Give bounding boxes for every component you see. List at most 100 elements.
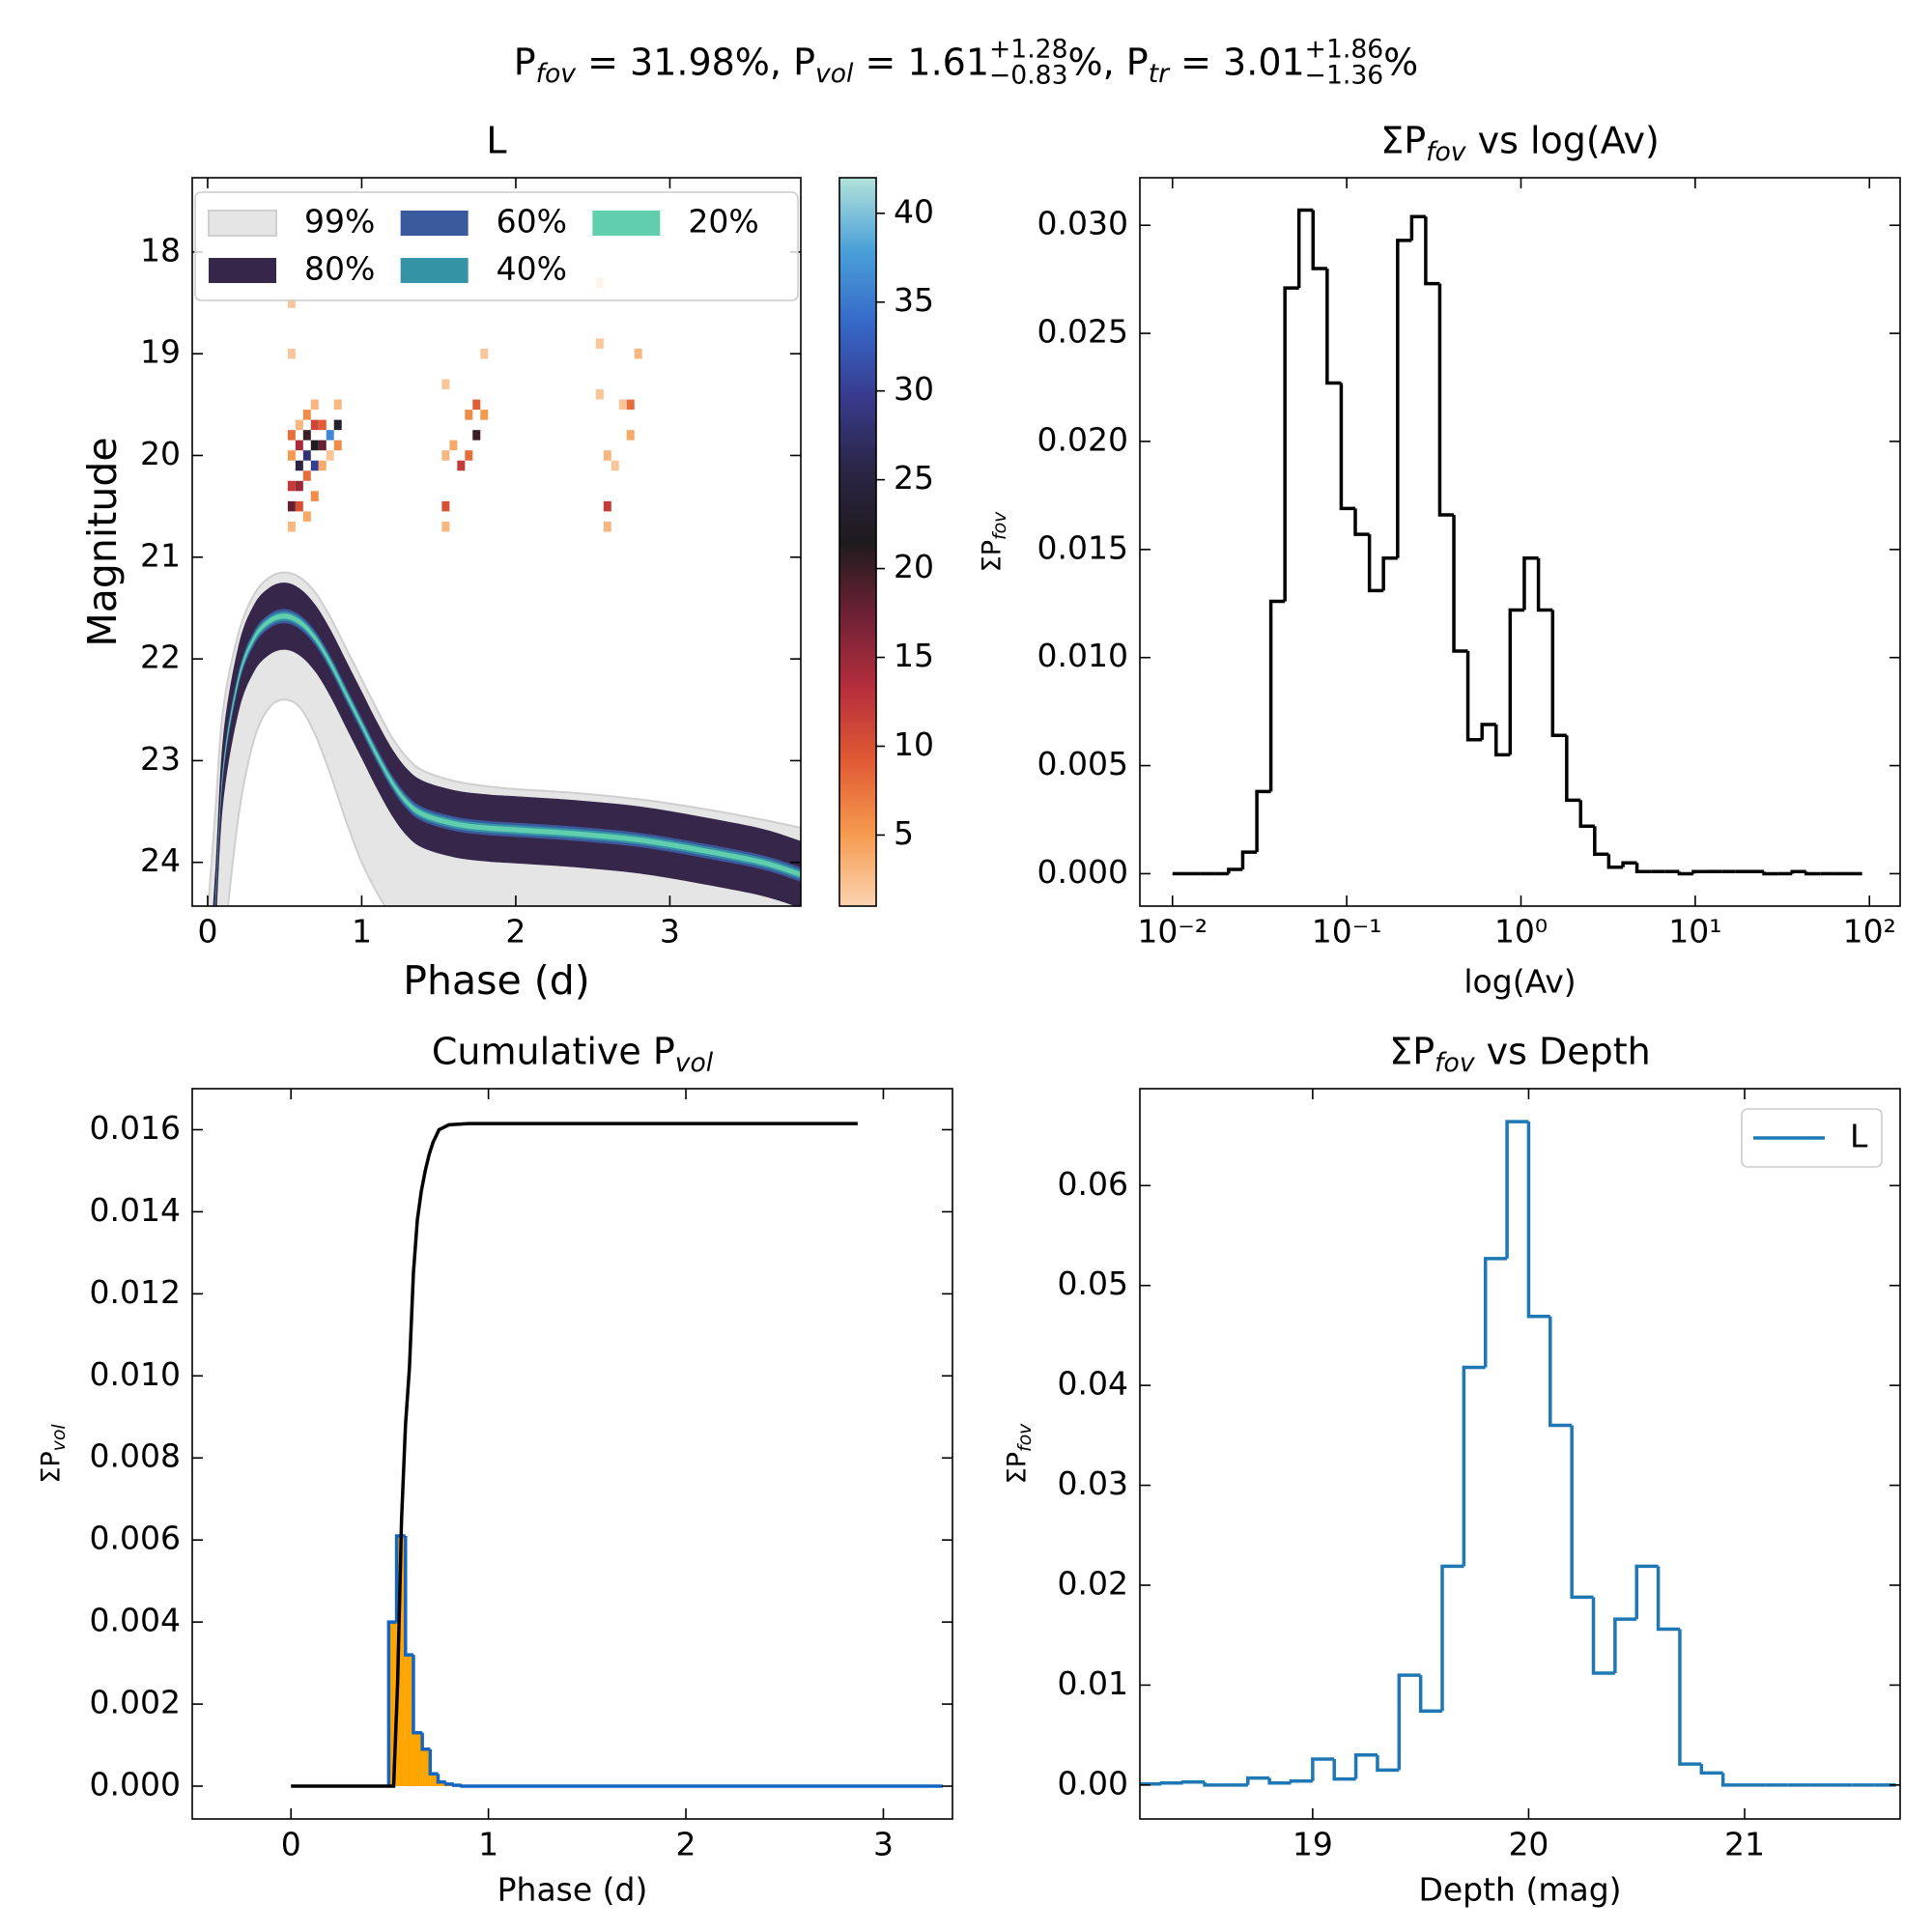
hist-step [386,1620,397,1787]
y-axis-label-sub: fov [1014,1423,1036,1452]
legend-swatch [208,210,277,237]
hist-fill [422,1748,431,1787]
heatmap-cell [618,399,627,411]
y-tick-label: 0.00 [1058,1764,1128,1802]
x-tick-label: 0 [197,913,217,951]
y-axis-label-text: ΣP [1003,1452,1033,1484]
axes-frame [191,177,802,907]
legend-label: 99% [304,203,375,241]
x-axis-label-text: log(Av) [1463,963,1576,1001]
heatmap-cell [287,298,296,308]
heatmap-cell [449,440,458,451]
hist-step [1591,1597,1615,1675]
x-axis-label: Depth (mag) [1418,1871,1621,1909]
y-tick-label: 0.01 [1058,1664,1128,1702]
y-tick-label: 0.012 [90,1273,181,1311]
axes-title-text: L [486,120,506,162]
y-tick-label: 0.014 [90,1191,181,1229]
hist-step [1332,1758,1356,1781]
heatmap-cell [302,430,311,440]
heatmap-cell [457,460,466,471]
hist-step [1325,268,1342,385]
hist-step [1255,789,1271,853]
y-axis-label-sub: fov [989,511,1010,540]
heatmap-cell [634,348,642,359]
y-tick-label: 0.008 [90,1437,181,1475]
hist-step [1634,1564,1659,1620]
y-tick-label: 0.05 [1058,1264,1128,1302]
y-axis-label: Magnitude [79,437,126,646]
figure-title-text: P [514,42,536,84]
heatmap-cell [441,450,450,461]
hist-step [1140,1782,1162,1786]
y-tick-label: 18 [140,231,181,269]
y-tick-label: 0.002 [90,1684,181,1721]
y-axis-label-sub: vol [48,1424,70,1452]
hist-step [1180,1779,1206,1784]
colorbar-tick-label: 20 [894,548,934,585]
hist-step [1353,508,1370,536]
hist-step [1593,826,1609,857]
axes-title-sub: fov [1435,1048,1476,1078]
y-axis-label-text: Magnitude [79,437,126,646]
figure-title-text: = 1.61 [853,42,989,84]
colorbar-tick-label: 15 [894,637,934,674]
hist-step [1440,1564,1464,1712]
heatmap-cell [326,430,334,440]
x-tick-label: 19 [1293,1826,1333,1863]
y-tick-label: 0.025 [1037,313,1128,351]
heatmap-cell [595,389,604,400]
heatmap-cell [287,480,296,492]
figure-title-sub: vol [815,59,854,89]
heatmap-cell [287,450,296,461]
x-axis-label-text: Phase (d) [403,957,589,1004]
hist-step [1790,869,1806,874]
hist-step [1409,214,1426,241]
colorbar-tick-label: 10 [894,725,934,763]
x-tick-label: 10⁻² [1137,913,1208,951]
heatmap-cell [295,480,303,492]
legend-swatch [592,211,661,236]
heatmap-cell [441,521,450,532]
hist-step [1267,1777,1292,1785]
y-tick-label: 0.006 [90,1520,181,1557]
figure-title-text: = 3.01 [1169,42,1305,84]
y-axis-label-text: ΣP [978,540,1008,572]
x-tick-label: 1 [352,913,372,951]
cumulative-line [291,1122,858,1788]
y-tick-label: 23 [140,740,181,778]
hist-step [1462,1365,1486,1567]
axes-title: ΣP fov vs Depth [1389,1031,1651,1079]
figure-title-sup: +1.28 [989,34,1068,64]
hist-step [452,1783,463,1787]
y-tick-label: 0.005 [1037,745,1128,782]
heatmap-cell [302,410,311,420]
legend: 99% 80% 60% 40% 20% [194,191,799,301]
heatmap-cell [302,470,311,481]
heatmap-cell [310,419,319,431]
axes-title-text: Cumulative P [432,1031,675,1073]
hist-step [443,1781,454,1786]
hist-step [1494,724,1511,757]
hist-step [1296,208,1314,289]
y-tick-label: 0.016 [90,1109,181,1147]
hist-step [1396,239,1412,558]
axes-frame [1139,1088,1901,1820]
x-tick-label: 3 [873,1826,894,1863]
y-tick-label: 0.020 [1037,420,1128,458]
hist-step [460,1784,943,1788]
x-tick-label: 10¹ [1668,913,1721,951]
heatmap-cell [310,460,319,471]
hist-step [1452,515,1468,653]
hist-step [1246,1776,1270,1785]
legend-label: 60% [497,203,567,241]
heatmap-cell [333,419,342,431]
y-tick-label: 19 [140,333,181,371]
plot-area [1172,208,1862,876]
x-axis-label: Phase (d) [403,957,589,1004]
y-tick-label: 0.004 [90,1602,181,1639]
hist-step [1550,610,1567,737]
